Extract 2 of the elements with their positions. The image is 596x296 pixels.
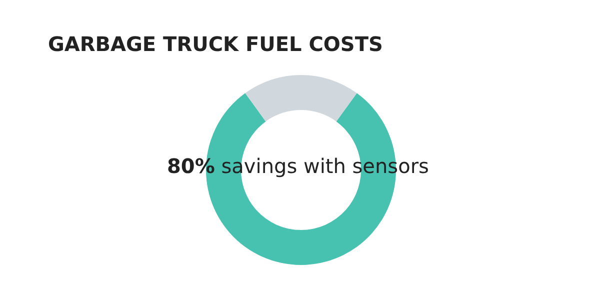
chart-title: GARBAGE TRUCK FUEL COSTS [48,32,383,56]
donut-slice [245,75,357,122]
